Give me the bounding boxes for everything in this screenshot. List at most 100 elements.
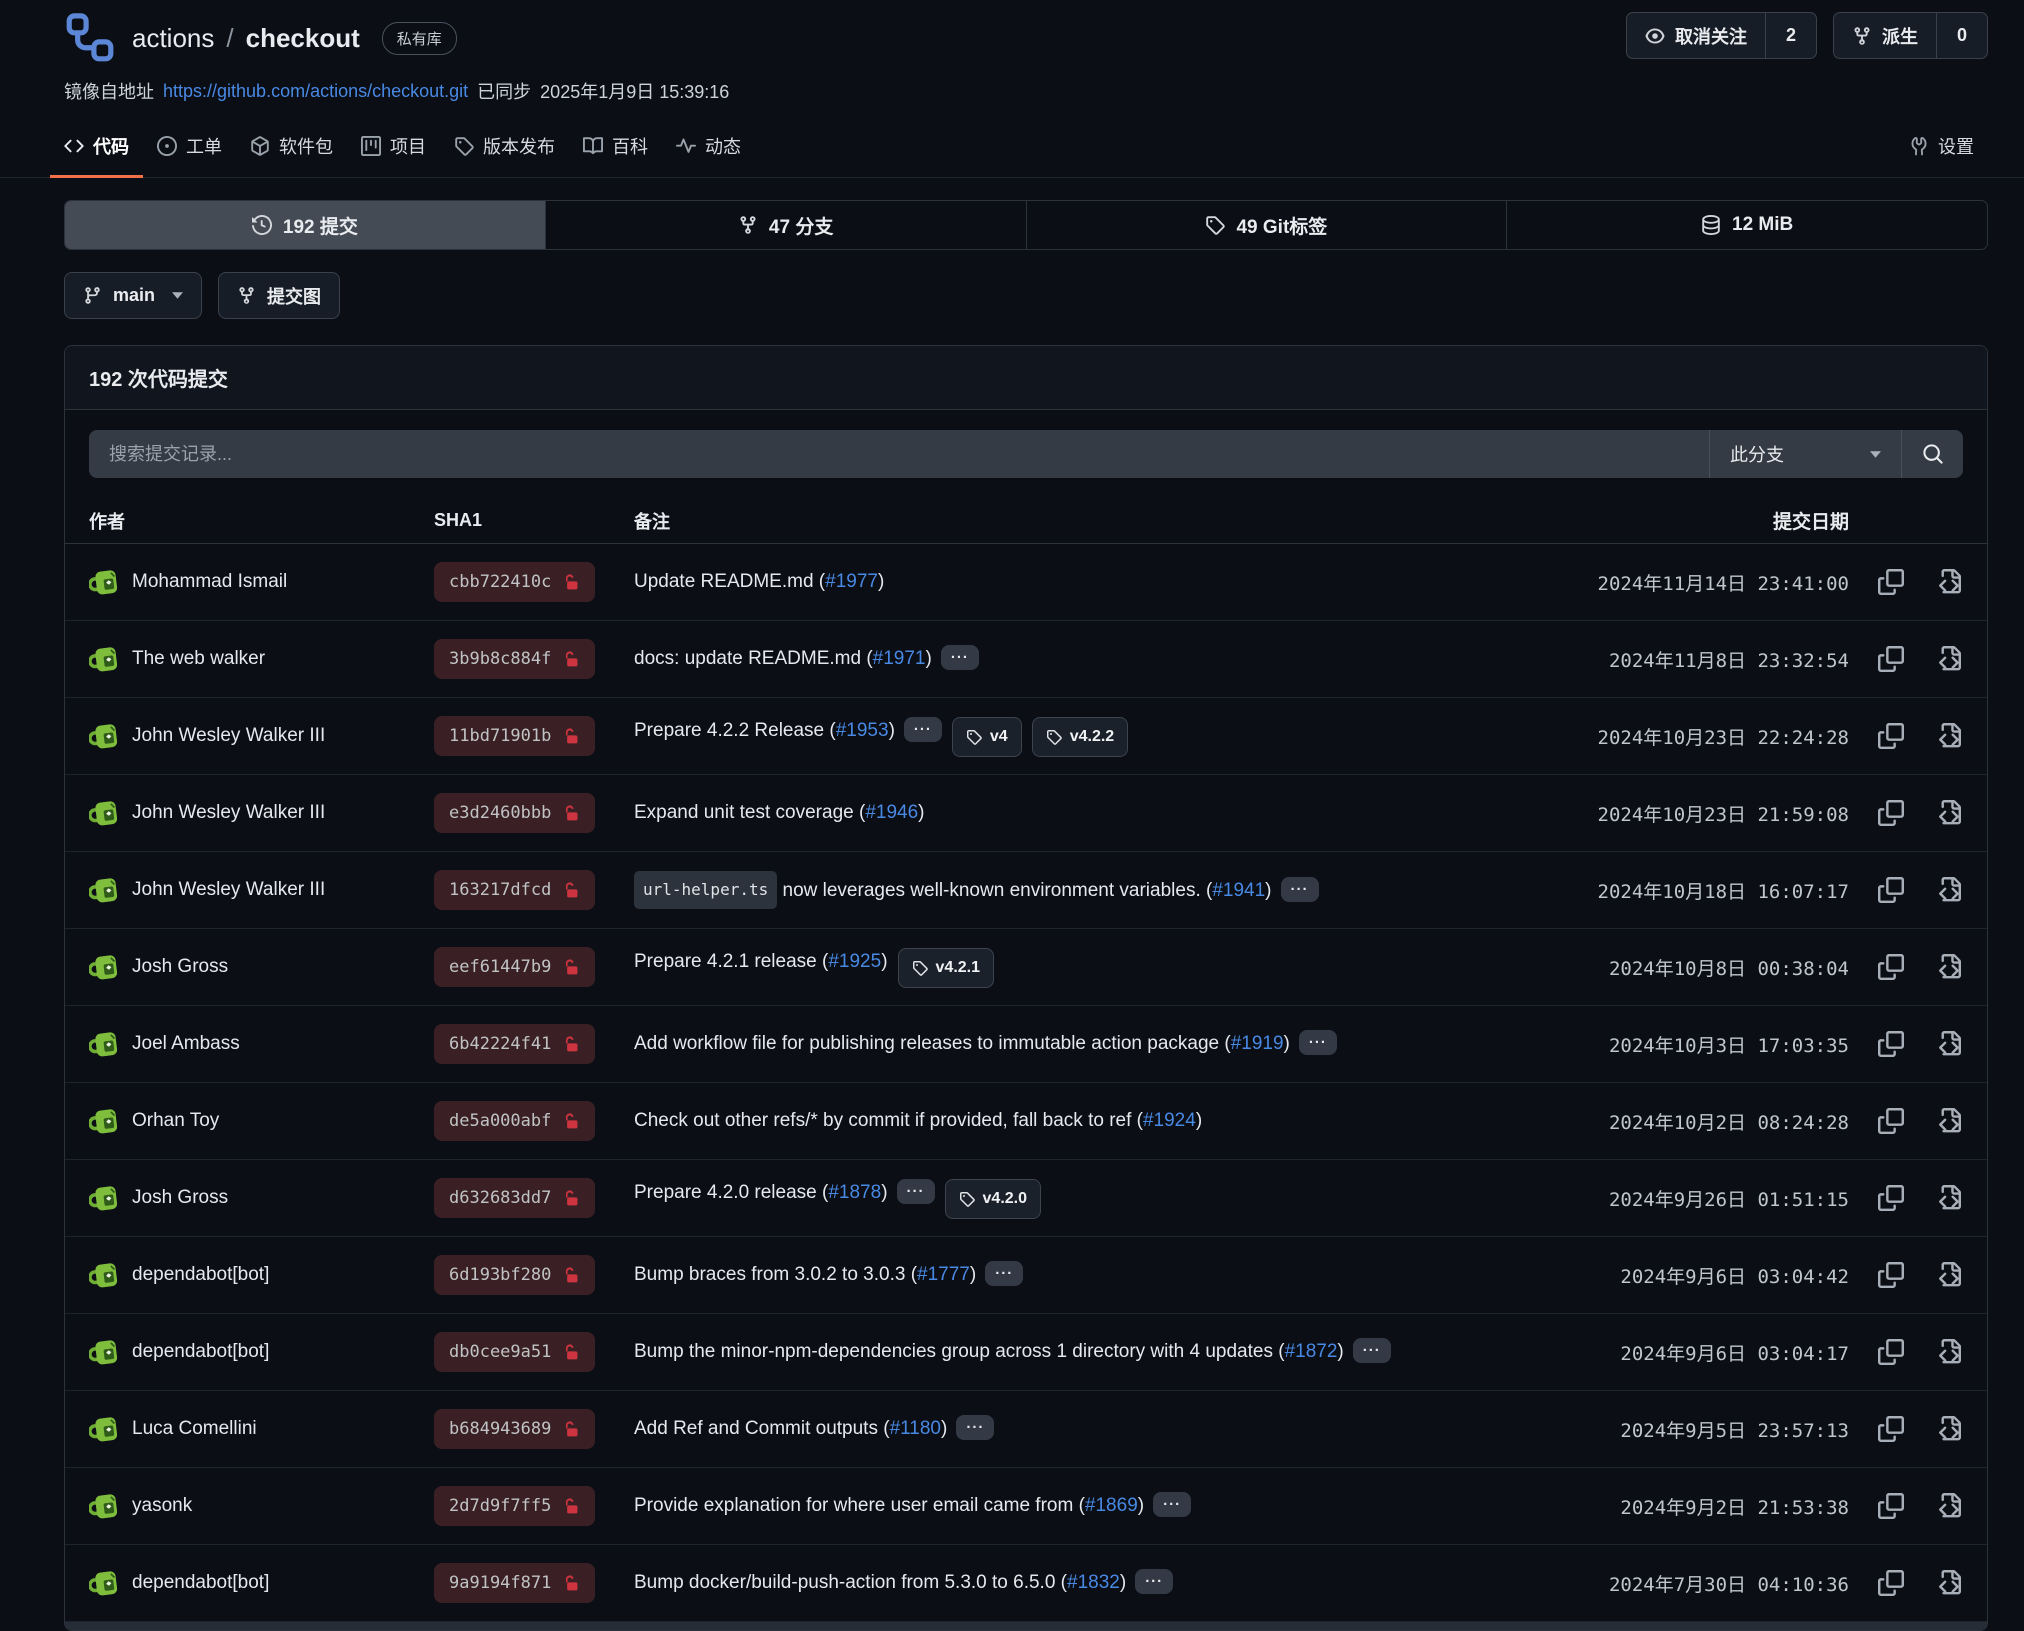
tag-button[interactable]: v4.2.2 — [1031, 716, 1129, 757]
copy-sha-button[interactable] — [1876, 1416, 1906, 1442]
issue-link[interactable]: #1946 — [865, 802, 919, 823]
commit-sha-link[interactable]: e3d2460bbb — [434, 793, 596, 833]
tag-button[interactable]: v4 — [951, 716, 1022, 757]
copy-sha-button[interactable] — [1876, 569, 1906, 595]
watchers-count[interactable]: 2 — [1764, 13, 1816, 58]
commit-sha-link[interactable]: b684943689 — [434, 1409, 596, 1449]
browse-source-button[interactable] — [1933, 877, 1963, 903]
commit-sha-link[interactable]: 9a9194f871 — [434, 1563, 596, 1603]
site-logo-icon[interactable] — [64, 12, 116, 64]
browse-source-button[interactable] — [1933, 1570, 1963, 1596]
tab-activity[interactable]: 动态 — [662, 118, 755, 178]
forks-count[interactable]: 0 — [1935, 13, 1987, 58]
commit-sha-link[interactable]: 6d193bf280 — [434, 1255, 596, 1295]
expand-commit-button[interactable]: ··· — [1280, 877, 1319, 902]
search-button[interactable] — [1901, 430, 1963, 478]
browse-source-button[interactable] — [1933, 723, 1963, 749]
expand-commit-button[interactable]: ··· — [956, 1415, 995, 1440]
repo-name-link[interactable]: checkout — [245, 22, 360, 53]
commit-sha-link[interactable]: de5a000abf — [434, 1101, 596, 1141]
commit-sha-link[interactable]: 6b42224f41 — [434, 1024, 596, 1064]
issue-link[interactable]: #1977 — [825, 571, 878, 592]
issue-link[interactable]: #1941 — [1212, 880, 1266, 901]
expand-commit-button[interactable]: ··· — [985, 1261, 1024, 1286]
copy-sha-button[interactable] — [1876, 1262, 1906, 1288]
browse-source-button[interactable] — [1933, 1031, 1963, 1057]
copy-sha-button[interactable] — [1876, 1493, 1906, 1519]
copy-sha-button[interactable] — [1876, 954, 1906, 980]
search-scope-dropdown[interactable]: 此分支 — [1709, 430, 1901, 478]
search-input[interactable] — [89, 430, 1709, 478]
copy-sha-button[interactable] — [1876, 646, 1906, 672]
stat-size[interactable]: 12 MiB — [1507, 201, 1987, 249]
tab-releases[interactable]: 版本发布 — [440, 118, 569, 178]
tab-packages[interactable]: 软件包 — [236, 118, 347, 178]
browse-source-button[interactable] — [1933, 569, 1963, 595]
stat-commits[interactable]: 192 提交 — [65, 201, 546, 249]
stat-branches[interactable]: 47 分支 — [546, 201, 1027, 249]
copy-sha-button[interactable] — [1876, 1185, 1906, 1211]
tab-settings[interactable]: 设置 — [1895, 118, 1988, 178]
branch-selector[interactable]: main — [64, 272, 203, 319]
expand-commit-button[interactable]: ··· — [1135, 1569, 1174, 1594]
commit-sha-link[interactable]: 11bd71901b — [434, 716, 596, 756]
issue-link[interactable]: #1925 — [828, 950, 882, 972]
browse-source-button[interactable] — [1933, 954, 1963, 980]
commit-sha-link[interactable]: db0cee9a51 — [434, 1332, 596, 1372]
issue-link[interactable]: #1832 — [1067, 1572, 1120, 1593]
commit-sha: cbb722410c — [449, 572, 552, 592]
copy-icon — [1878, 1570, 1904, 1596]
issue-link[interactable]: #1777 — [917, 1264, 970, 1285]
issue-link[interactable]: #1953 — [835, 719, 889, 741]
commit-sha-link[interactable]: 3b9b8c884f — [434, 639, 596, 679]
issue-link[interactable]: #1971 — [872, 648, 926, 669]
copy-icon — [1878, 646, 1904, 672]
browse-source-button[interactable] — [1933, 1339, 1963, 1365]
copy-sha-button[interactable] — [1876, 1108, 1906, 1134]
browse-source-button[interactable] — [1933, 1185, 1963, 1211]
stat-tags[interactable]: 49 Git标签 — [1027, 201, 1508, 249]
issue-link[interactable]: #1878 — [828, 1181, 882, 1203]
tab-wiki[interactable]: 百科 — [569, 118, 662, 178]
copy-sha-button[interactable] — [1876, 1339, 1906, 1365]
commit-sha-link[interactable]: eef61447b9 — [434, 947, 596, 987]
mirror-url-link[interactable]: https://github.com/actions/checkout.git — [163, 80, 469, 101]
copy-sha-button[interactable] — [1876, 1570, 1906, 1596]
repo-owner-link[interactable]: actions — [132, 22, 215, 53]
copy-sha-button[interactable] — [1876, 723, 1906, 749]
tab-projects[interactable]: 项目 — [347, 118, 440, 178]
commit-sha-link[interactable]: 163217dfcd — [434, 870, 596, 910]
browse-source-button[interactable] — [1933, 1416, 1963, 1442]
copy-icon — [1878, 1108, 1904, 1134]
copy-sha-button[interactable] — [1876, 1031, 1906, 1057]
commit-sha-link[interactable]: cbb722410c — [434, 562, 596, 602]
commit-sha-link[interactable]: d632683dd7 — [434, 1178, 596, 1218]
copy-sha-button[interactable] — [1876, 877, 1906, 903]
issue-link[interactable]: #1919 — [1230, 1033, 1284, 1054]
expand-commit-button[interactable]: ··· — [940, 645, 979, 670]
expand-commit-button[interactable]: ··· — [1298, 1030, 1337, 1055]
tab-issues[interactable]: 工单 — [143, 118, 236, 178]
tag-button[interactable]: v4.2.0 — [944, 1178, 1041, 1219]
issue-link[interactable]: #1924 — [1142, 1110, 1196, 1131]
browse-source-button[interactable] — [1933, 800, 1963, 826]
browse-source-button[interactable] — [1933, 646, 1963, 672]
expand-commit-button[interactable]: ··· — [896, 1178, 935, 1204]
commit-sha-link[interactable]: 2d7d9f7ff5 — [434, 1486, 596, 1526]
expand-commit-button[interactable]: ··· — [1352, 1338, 1391, 1363]
browse-source-button[interactable] — [1933, 1262, 1963, 1288]
expand-commit-button[interactable]: ··· — [903, 716, 942, 742]
browse-source-button[interactable] — [1933, 1493, 1963, 1519]
copy-sha-button[interactable] — [1876, 800, 1906, 826]
browse-source-button[interactable] — [1933, 1108, 1963, 1134]
expand-commit-button[interactable]: ··· — [1153, 1492, 1192, 1517]
issue-link[interactable]: #1869 — [1084, 1495, 1138, 1516]
fork-button[interactable]: 派生 — [1834, 13, 1936, 58]
issue-link[interactable]: #1180 — [889, 1418, 942, 1439]
unwatch-button[interactable]: 取消关注 — [1627, 13, 1765, 58]
tag-button[interactable]: v4.2.1 — [897, 947, 994, 988]
issue-link[interactable]: #1872 — [1284, 1341, 1338, 1362]
avatar — [89, 1568, 119, 1598]
tab-code[interactable]: 代码 — [50, 118, 143, 178]
commit-graph-button[interactable]: 提交图 — [218, 272, 341, 319]
